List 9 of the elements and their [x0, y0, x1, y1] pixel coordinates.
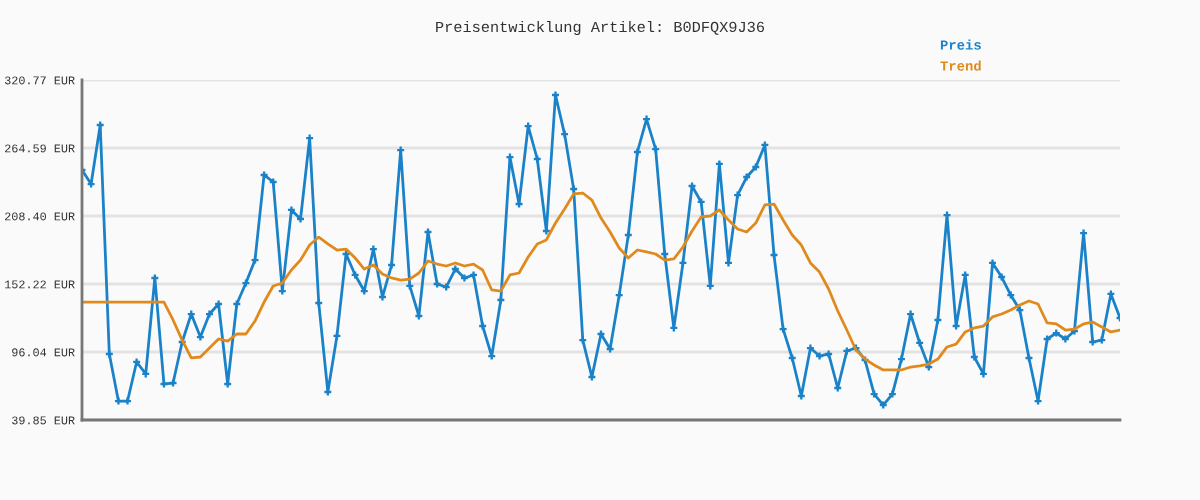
y-tick-label: 264.59 EUR [5, 144, 75, 153]
y-tick-label: 39.85 EUR [12, 416, 75, 425]
y-tick-label: 320.77 EUR [4, 76, 75, 85]
text: Trend [940, 60, 981, 71]
y-tick-label: 152.22 EUR [5, 280, 75, 289]
y-tick-label: 208.40 EUR [5, 212, 75, 221]
chart-title: Preisentwicklung Artikel: B0DFQX9J36 [436, 20, 765, 36]
y-tick-label: 96.04 EUR [12, 348, 75, 357]
text: Preis [940, 39, 981, 50]
